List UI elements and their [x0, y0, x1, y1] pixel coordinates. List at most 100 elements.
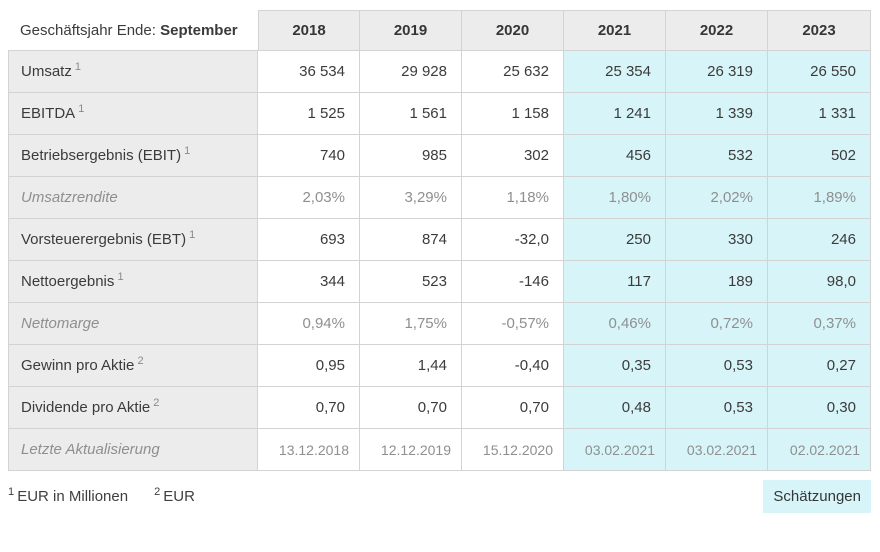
row-label-text: Letzte Aktualisierung: [21, 441, 160, 458]
year-column-header-2018: 2018: [258, 10, 360, 51]
row-label-text: EBITDA: [21, 105, 76, 122]
row-label: Nettomarge: [8, 303, 258, 345]
table-cell: 0,70: [462, 387, 564, 429]
table-cell: 523: [360, 261, 462, 303]
table-cell: -32,0: [462, 219, 564, 261]
table-body: Umsatz 1 36 534 29 928 25 632 25 354 26 319 26…: [8, 51, 871, 471]
fiscal-year-end-label: Geschäftsjahr Ende:: [20, 21, 156, 39]
table-row: Betriebsergebnis (EBIT) 1 740 985 302 456 532…: [8, 135, 871, 177]
row-label: Letzte Aktualisierung: [8, 429, 258, 471]
table-row: Nettomarge 0,94% 1,75% -0,57% 0,46% 0,72% 0,37…: [8, 303, 871, 345]
table-cell: 456: [564, 135, 666, 177]
table-cell: 0,53: [666, 387, 768, 429]
year-column-header-2023: 2023: [768, 10, 871, 51]
row-label-text: Nettomarge: [21, 315, 100, 332]
table-cell: -146: [462, 261, 564, 303]
table-cell: 15.12.2020: [462, 429, 564, 471]
table-cell: 1,89%: [768, 177, 871, 219]
table-cell: 189: [666, 261, 768, 303]
table-cell: 0,35: [564, 345, 666, 387]
footnote-marker: 2: [150, 397, 160, 409]
table-cell: 12.12.2019: [360, 429, 462, 471]
year-column-header-2022: 2022: [666, 10, 768, 51]
row-label-text: Nettoergebnis: [21, 273, 115, 290]
table-cell: 1 525: [258, 93, 360, 135]
table-cell: 26 550: [768, 51, 871, 93]
table-cell: 2,03%: [258, 177, 360, 219]
fiscal-year-end-header: Geschäftsjahr Ende: September: [8, 10, 258, 51]
table-cell: 1,75%: [360, 303, 462, 345]
table-cell: 532: [666, 135, 768, 177]
row-label: EBITDA 1: [8, 93, 258, 135]
table-row: Umsatz 1 36 534 29 928 25 632 25 354 26 319 26…: [8, 51, 871, 93]
footnotes: 1 EUR in Millionen 2 EUR: [8, 486, 195, 506]
table-cell: 25 354: [564, 51, 666, 93]
table-cell: 330: [666, 219, 768, 261]
table-cell: 0,37%: [768, 303, 871, 345]
row-label: Dividende pro Aktie 2: [8, 387, 258, 429]
table-cell: 36 534: [258, 51, 360, 93]
table-cell: 0,94%: [258, 303, 360, 345]
table-cell: 1 241: [564, 93, 666, 135]
table-cell: 344: [258, 261, 360, 303]
table-cell: 03.02.2021: [564, 429, 666, 471]
table-cell: 985: [360, 135, 462, 177]
row-label: Betriebsergebnis (EBIT) 1: [8, 135, 258, 177]
table-cell: 693: [258, 219, 360, 261]
year-column-header-2020: 2020: [462, 10, 564, 51]
table-header-row: Geschäftsjahr Ende: September 2018 2019 20…: [8, 10, 871, 51]
row-label: Umsatzrendite: [8, 177, 258, 219]
footnote-item: 2 EUR: [154, 486, 195, 506]
row-label-text: Gewinn pro Aktie: [21, 357, 135, 374]
table-cell: 0,27: [768, 345, 871, 387]
year-column-header-2021: 2021: [564, 10, 666, 51]
row-label-text: Vorsteuerergebnis (EBT): [21, 231, 187, 248]
table-cell: 502: [768, 135, 871, 177]
table-cell: 0,46%: [564, 303, 666, 345]
table-cell: 13.12.2018: [258, 429, 360, 471]
table-cell: 1 561: [360, 93, 462, 135]
table-cell: 0,70: [258, 387, 360, 429]
footnote-marker: 1: [8, 486, 18, 498]
table-cell: 29 928: [360, 51, 462, 93]
table-cell: 1 339: [666, 93, 768, 135]
table-cell: 98,0: [768, 261, 871, 303]
row-label-text: Betriebsergebnis (EBIT): [21, 147, 182, 164]
table-cell: 1,18%: [462, 177, 564, 219]
table-cell: 0,70: [360, 387, 462, 429]
table-footer: 1 EUR in Millionen 2 EUR Schätzungen: [8, 480, 871, 513]
footnote-marker: 1: [75, 103, 85, 115]
table-cell: 25 632: [462, 51, 564, 93]
table-cell: 250: [564, 219, 666, 261]
table-cell: 0,95: [258, 345, 360, 387]
table-cell: 0,53: [666, 345, 768, 387]
row-label: Vorsteuerergebnis (EBT) 1: [8, 219, 258, 261]
table-cell: 1 158: [462, 93, 564, 135]
estimates-legend-badge: Schätzungen: [763, 480, 871, 513]
table-cell: 117: [564, 261, 666, 303]
table-row: Dividende pro Aktie 2 0,70 0,70 0,70 0,48 0,5…: [8, 387, 871, 429]
table-cell: 1 331: [768, 93, 871, 135]
row-label-text: Umsatz: [21, 63, 72, 80]
table-cell: 0,72%: [666, 303, 768, 345]
year-column-header-2019: 2019: [360, 10, 462, 51]
fiscal-year-end-month: September: [160, 21, 238, 39]
footnote-marker: 1: [186, 229, 196, 241]
table-cell: 740: [258, 135, 360, 177]
footnote-marker: 1: [181, 145, 191, 157]
footnote-marker: 1: [71, 61, 82, 73]
table-row: Gewinn pro Aktie 2 0,95 1,44 -0,40 0,35 0,53 0…: [8, 345, 871, 387]
table-cell: 03.02.2021: [666, 429, 768, 471]
table-cell: 874: [360, 219, 462, 261]
table-row: Umsatzrendite 2,03% 3,29% 1,18% 1,80% 2,02% 1,…: [8, 177, 871, 219]
footnote-item: 1 EUR in Millionen: [8, 486, 129, 506]
row-label: Nettoergebnis 1: [8, 261, 258, 303]
footnote-marker: 2: [134, 355, 144, 367]
row-label-text: Dividende pro Aktie: [21, 399, 151, 416]
row-label: Umsatz 1: [8, 51, 258, 93]
table-cell: 02.02.2021: [768, 429, 871, 471]
financial-metrics-table: Geschäftsjahr Ende: September 2018 2019 20…: [8, 10, 871, 471]
table-cell: 1,80%: [564, 177, 666, 219]
table-cell: 1,44: [360, 345, 462, 387]
